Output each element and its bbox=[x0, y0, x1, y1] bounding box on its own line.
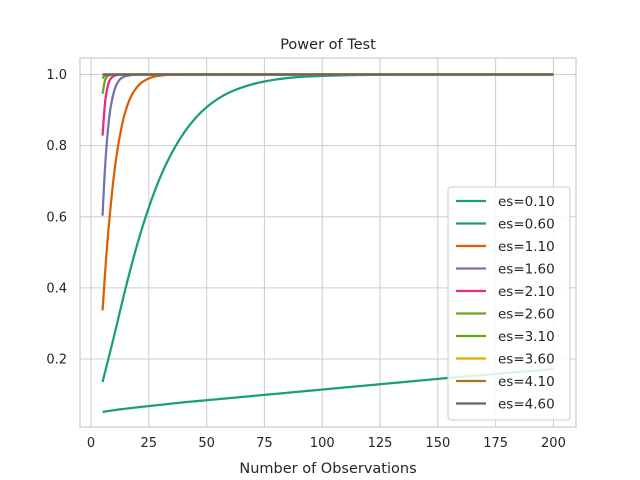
legend-label: es=3.60 bbox=[498, 352, 555, 368]
x-tick-label: 75 bbox=[256, 436, 273, 451]
x-tick-label: 0 bbox=[87, 436, 95, 451]
y-tick-label: 0.8 bbox=[46, 139, 67, 154]
y-tick-label: 1.0 bbox=[46, 68, 67, 83]
x-tick-label: 125 bbox=[368, 436, 393, 451]
legend-label: es=2.60 bbox=[498, 307, 555, 323]
chart-title: Power of Test bbox=[280, 37, 376, 53]
legend-label: es=0.10 bbox=[498, 194, 555, 210]
tick-labels: 0 25 50 75 100 125 150 175 200 0.2 0.4 0.6 0.8 1.0 bbox=[46, 68, 566, 451]
legend-label: es=1.60 bbox=[498, 262, 555, 278]
legend-label: es=1.10 bbox=[498, 239, 555, 255]
x-tick-label: 200 bbox=[541, 436, 566, 451]
legend-label: es=2.10 bbox=[498, 284, 555, 300]
legend-label: es=0.60 bbox=[498, 217, 555, 233]
plot-frame bbox=[79, 57, 577, 428]
series-lines bbox=[101, 73, 554, 414]
x-tick-label: 25 bbox=[141, 436, 158, 451]
legend-label: es=3.10 bbox=[498, 329, 555, 345]
x-tick-label: 150 bbox=[425, 436, 450, 451]
x-tick-label: 100 bbox=[310, 436, 335, 451]
legend-label: es=4.10 bbox=[498, 374, 555, 390]
y-tick-label: 0.6 bbox=[46, 210, 67, 225]
y-tick-label: 0.4 bbox=[46, 281, 67, 296]
y-tick-label: 0.2 bbox=[46, 352, 67, 367]
legend: es=0.10 es=0.60 es=1.10 es=1.60 es=2.10 es=2.… bbox=[447, 186, 571, 421]
x-tick-label: 175 bbox=[483, 436, 508, 451]
x-axis-title: Number of Observations bbox=[239, 461, 416, 477]
legend-label: es=4.60 bbox=[498, 397, 555, 413]
x-tick-label: 50 bbox=[198, 436, 215, 451]
